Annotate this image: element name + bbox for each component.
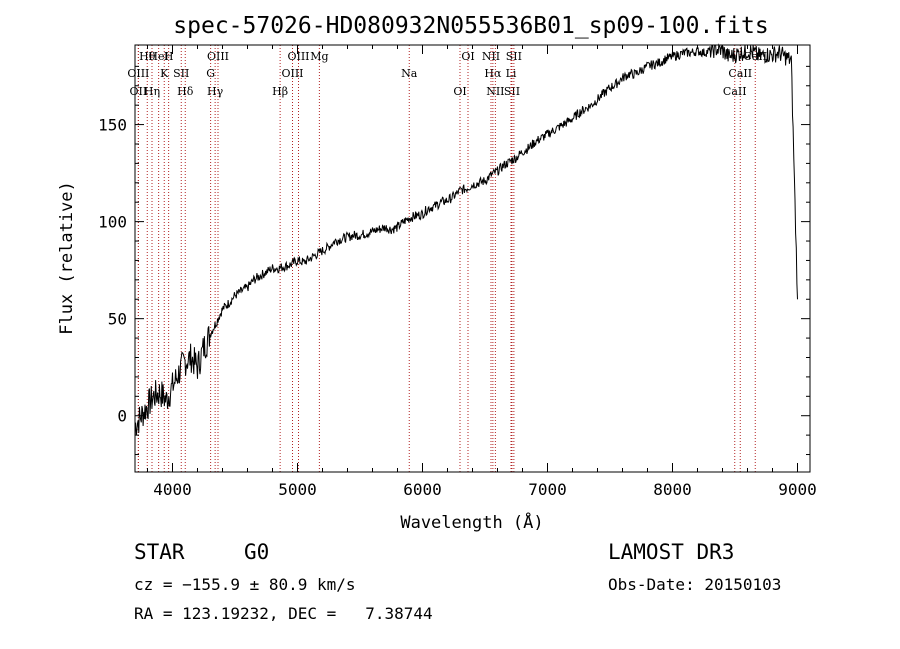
spectrum-line — [134, 43, 798, 436]
line-label: Na — [401, 67, 418, 80]
line-label: NII — [482, 50, 500, 63]
line-label: OIII — [281, 67, 303, 80]
line-label: G — [206, 67, 215, 80]
tick-labels: 4000 5000 6000 7000 8000 9000 0 50 100 150 — [98, 116, 817, 499]
star-class: STAR — [134, 540, 185, 564]
line-label: CaII — [728, 67, 752, 80]
line-label: HeI — [148, 50, 168, 63]
line-label: OIII — [287, 50, 309, 63]
survey-label: LAMOST DR3 — [608, 540, 735, 564]
line-label: Hβ — [272, 85, 288, 98]
chart-title: spec-57026-HD080932N055536B01_sp09-100.f… — [173, 13, 768, 39]
y-tick-label: 50 — [108, 310, 127, 329]
line-label: CaII — [723, 85, 747, 98]
line-label: K — [160, 67, 169, 80]
plot-frame — [134, 44, 811, 473]
star-subclass: G0 — [244, 540, 270, 564]
line-label: Hθ — [139, 50, 156, 63]
x-tick-label: 6000 — [403, 480, 442, 499]
emission-lines: Hθ K Hδ OIII OIII OII HeI SII Hγ OIII OIII Hη H G Hβ Mg… — [127, 45, 767, 472]
line-label: Hη — [144, 85, 160, 98]
y-axis-label: Flux (relative) — [57, 181, 77, 335]
line-label: OIII — [127, 67, 149, 80]
ra-dec: RA = 123.19232, DEC = 7.38744 — [134, 604, 433, 623]
line-label: OI — [461, 50, 474, 63]
x-tick-label: 4000 — [153, 480, 192, 499]
line-label: NII — [486, 85, 504, 98]
line-label: Hα — [484, 67, 502, 80]
x-tick-label: 5000 — [278, 480, 317, 499]
line-label: OI — [453, 85, 466, 98]
line-label: SII — [506, 50, 522, 63]
x-tick-label: 7000 — [528, 480, 567, 499]
line-label: Hδ — [177, 85, 194, 98]
obs-date: Obs-Date: 20150103 — [608, 575, 782, 594]
x-tick-label: 9000 — [778, 480, 817, 499]
y-tick-label: 0 — [117, 407, 127, 426]
x-tick-label: 8000 — [653, 480, 692, 499]
y-tick-label: 150 — [98, 116, 127, 135]
redshift-value: cz = −155.9 ± 80.9 km/s — [134, 575, 356, 594]
line-label: Li — [506, 67, 517, 80]
line-label: SII — [504, 85, 520, 98]
line-label: Mg — [310, 50, 328, 63]
axes-ticks — [135, 45, 810, 472]
y-tick-label: 100 — [98, 213, 127, 232]
line-label: OIII — [207, 50, 229, 63]
line-label: H — [164, 50, 174, 63]
x-axis-label: Wavelength (Å) — [400, 511, 543, 533]
line-label: SII — [173, 67, 189, 80]
line-label: OII — [130, 85, 148, 98]
line-label: Hγ — [207, 85, 224, 98]
